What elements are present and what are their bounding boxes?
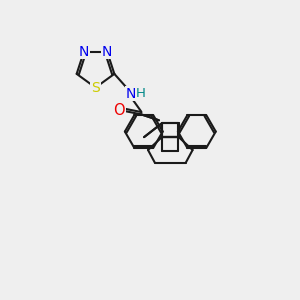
Text: H: H (136, 87, 146, 100)
Text: N: N (79, 45, 89, 59)
Text: O: O (113, 103, 125, 118)
Text: S: S (91, 81, 100, 94)
Text: N: N (126, 86, 136, 100)
Text: N: N (102, 45, 112, 59)
